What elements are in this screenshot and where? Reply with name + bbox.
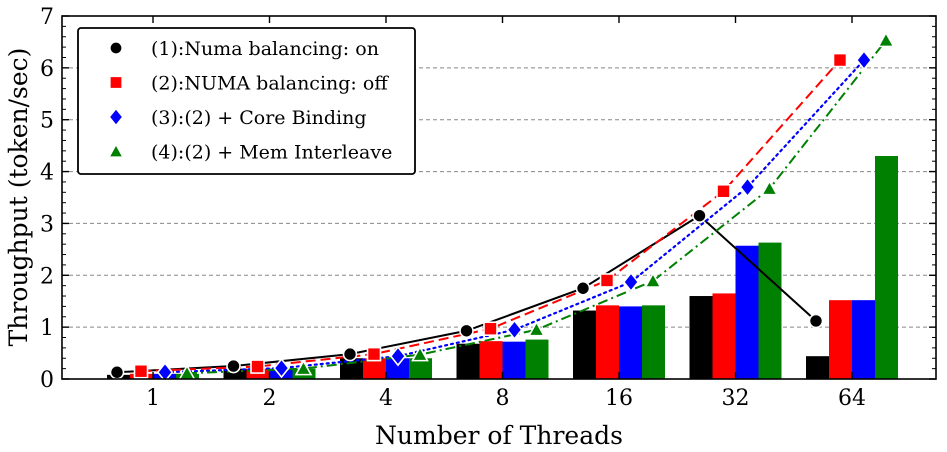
marker-3-2 <box>273 357 290 379</box>
bar-2-32 <box>712 293 736 379</box>
marker-4-2 <box>294 359 313 376</box>
bar-3-4 <box>386 358 409 379</box>
bar-4-32 <box>758 242 782 379</box>
bar-4-8 <box>525 339 549 379</box>
y-tick-label-7: 7 <box>40 5 54 30</box>
series-markers <box>109 31 895 383</box>
marker-3-4 <box>389 345 407 367</box>
y-axis-label: Throughput (token/sec) <box>4 48 33 347</box>
bar-3-16 <box>619 306 642 379</box>
marker-2-32 <box>716 183 731 199</box>
bar-2-16 <box>596 305 619 379</box>
y-tick-label-2: 2 <box>40 264 54 289</box>
plot-frame <box>61 15 937 380</box>
y-tick-label-6: 6 <box>40 57 54 82</box>
plot-border <box>61 15 937 380</box>
x-tick-label-16: 16 <box>605 386 633 411</box>
legend-label-4: (4):(2) + Mem Interleave <box>151 142 392 164</box>
marker-2-4 <box>366 346 382 362</box>
marker-1-8 <box>459 323 474 339</box>
y-tick-label-0: 0 <box>40 368 54 393</box>
marker-3-8 <box>506 319 523 341</box>
axis-ticks: 0 1 2 3 4 5 6 7 1 2 4 8 16 32 64 <box>40 5 936 411</box>
x-tick-label-1: 1 <box>146 386 160 411</box>
bar-1-8 <box>456 343 480 379</box>
legend-box <box>77 27 416 175</box>
bar-1-2 <box>223 368 247 379</box>
bar-3-64 <box>852 300 875 379</box>
bar-2-4 <box>363 358 386 379</box>
marker-1-64 <box>808 313 824 329</box>
bar-4-4 <box>409 358 432 379</box>
bar-4-16 <box>642 305 665 379</box>
bar-3-8 <box>502 341 526 379</box>
marker-2-16 <box>599 273 615 288</box>
x-tick-label-32: 32 <box>722 386 750 411</box>
bar-3-32 <box>735 245 759 379</box>
bar-1-16 <box>573 310 596 379</box>
bars <box>107 156 898 379</box>
marker-1-1 <box>109 364 125 380</box>
legend-label-1: (1):Numa balancing: on <box>151 38 379 60</box>
y-tick-label-1: 1 <box>40 316 54 341</box>
marker-3-16 <box>622 271 640 293</box>
marker-3-1 <box>156 361 174 383</box>
bar-1-4 <box>340 358 363 379</box>
x-tick-label-64: 64 <box>838 386 866 411</box>
bar-2-64 <box>829 300 852 379</box>
bar-4-64 <box>875 156 898 379</box>
marker-4-8 <box>527 320 546 337</box>
marker-2-2 <box>250 359 265 374</box>
marker-1-4 <box>342 346 358 362</box>
legend-label-2: (2):NUMA balancing: off <box>151 73 389 95</box>
marker-4-4 <box>411 345 429 362</box>
marker-3-64 <box>855 49 873 71</box>
marker-2-8 <box>483 321 498 336</box>
bar-1-64 <box>806 356 829 379</box>
legend-marker-2 <box>109 75 123 90</box>
marker-1-2 <box>226 358 241 374</box>
bar-2-8 <box>479 341 503 379</box>
marker-4-32 <box>760 179 779 196</box>
x-tick-label-8: 8 <box>496 386 510 411</box>
x-tick-label-2: 2 <box>263 386 277 411</box>
marker-4-64 <box>877 31 895 48</box>
marker-2-1 <box>133 363 149 379</box>
y-tick-label-3: 3 <box>40 212 54 237</box>
legend-marker-4 <box>107 142 125 158</box>
marker-1-32 <box>692 208 707 223</box>
x-tick-label-4: 4 <box>379 386 393 411</box>
marker-2-64 <box>832 52 848 68</box>
marker-3-32 <box>739 176 756 198</box>
bar-1-32 <box>689 296 713 379</box>
legend: (1):Numa balancing: on (2):NUMA balancing… <box>77 27 416 175</box>
y-tick-label-4: 4 <box>40 161 54 186</box>
y-tick-label-5: 5 <box>40 109 54 134</box>
grid-lines <box>62 67 936 328</box>
marker-1-16 <box>575 280 591 296</box>
legend-label-3: (3):(2) + Core Binding <box>151 107 367 129</box>
legend-marker-1 <box>109 41 123 55</box>
marker-4-16 <box>644 271 662 288</box>
x-axis-label: Number of Threads <box>375 421 623 450</box>
legend-marker-3 <box>108 107 124 127</box>
